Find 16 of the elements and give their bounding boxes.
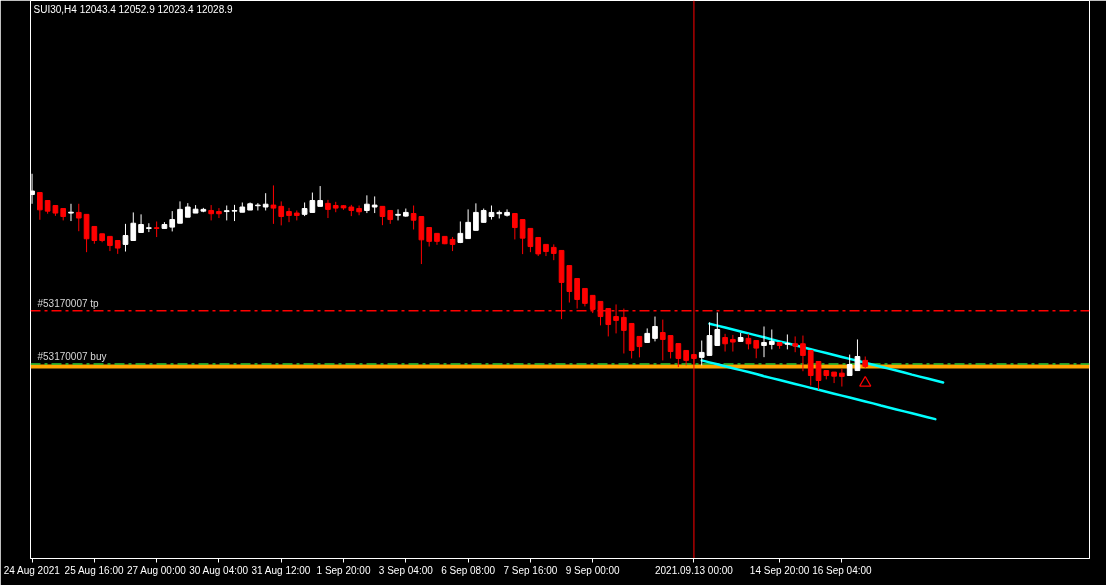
x-tick-label: 1 Sep 20:00 [316,564,371,576]
x-tick-label: 2021.09.13 00:00 [655,564,734,576]
x-tick-label: 16 Sep 04:00 [812,564,873,576]
x-tick-label: 25 Aug 16:00 [64,564,124,576]
x-tick-label: 14 Sep 20:00 [749,564,810,576]
x-tick-label: 24 Aug 2021 [3,564,61,576]
x-tick-label: 30 Aug 04:00 [189,564,249,576]
x-tick-label: 6 Sep 08:00 [441,564,496,576]
ref-line-label: #53170007 tp [37,297,100,309]
x-tick-label: 27 Aug 00:00 [126,564,187,576]
x-tick-label: 7 Sep 16:00 [503,564,558,576]
x-tick-label: 3 Sep 04:00 [378,564,434,576]
x-tick-label: 31 Aug 12:00 [251,564,311,576]
x-tick-label: 9 Sep 00:00 [565,564,621,576]
ref-line-label: #53170007 buy [37,351,107,363]
chart-title: SUI30,H4 12043.4 12052.9 12023.4 12028.9 [33,3,233,15]
